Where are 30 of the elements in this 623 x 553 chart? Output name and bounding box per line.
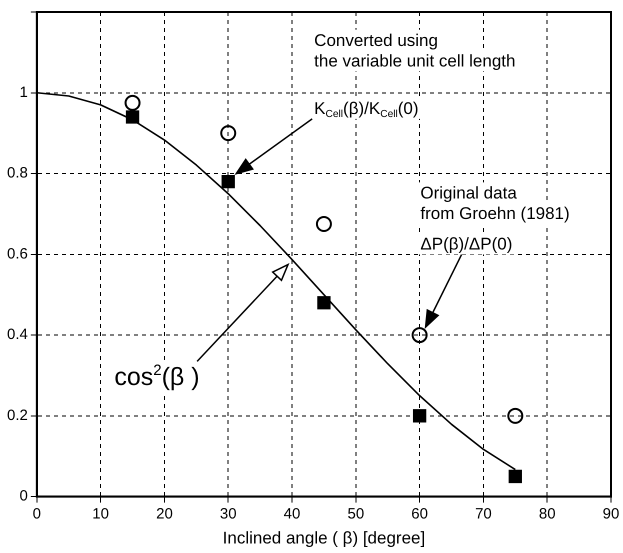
y-tick-label: 0 [20,488,28,505]
point [222,174,235,188]
x-axis-title: Inclined angle ( β) [degree] [222,528,426,548]
x-tick-label: 80 [538,506,556,523]
annotation: Original data from Groehn (1981) [420,184,570,223]
x-tick-label: 70 [475,506,492,523]
point [316,216,332,232]
x-tick-label: 40 [284,506,300,523]
point [507,408,524,424]
x-tick-label: 50 [347,506,364,523]
point [124,94,141,111]
annotation: Converted using the variable unit cell length [314,30,516,70]
x-tick-label: 90 [602,506,620,523]
x-tick-label: 30 [220,506,237,523]
x-tick-label: 20 [156,506,173,523]
point [412,409,426,422]
x-tick-label: 60 [411,506,428,523]
point [126,110,140,124]
point [317,296,331,310]
x-tick-label: 10 [92,506,109,523]
y-tick-label: 0.4 [6,326,28,344]
point [508,470,522,484]
annotation: ΔP(β)/ΔP(0) [420,234,512,254]
point [220,125,236,142]
y-tick-label: 1 [20,84,28,101]
y-tick-label: 0.2 [6,406,28,424]
x-tick-label: 0 [32,506,42,523]
y-tick-label: 0.6 [6,245,28,262]
y-tick-label: 0.8 [6,164,28,182]
point [412,327,428,344]
